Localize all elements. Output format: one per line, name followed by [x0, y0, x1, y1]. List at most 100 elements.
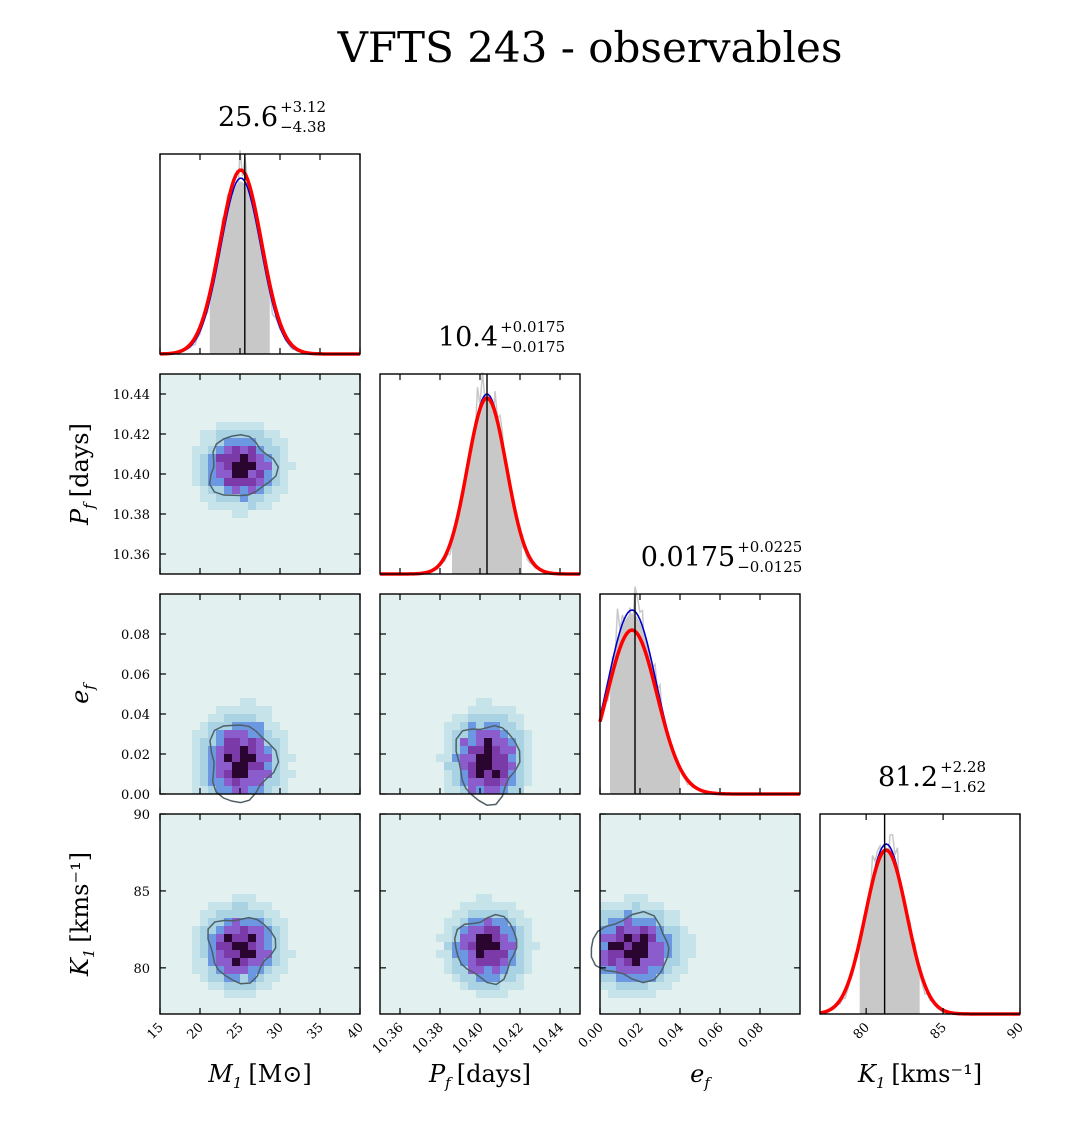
density-cell [524, 738, 532, 746]
density-cell [256, 934, 264, 942]
y-tick-label-K1-2: 90 [133, 808, 150, 823]
density-cell [608, 950, 616, 958]
density-cell [640, 958, 648, 966]
density-cell [216, 502, 224, 510]
density-cell [688, 950, 696, 958]
density-cell [240, 934, 248, 942]
density-cell [600, 934, 608, 942]
density-cell [452, 754, 460, 762]
density-cell [680, 926, 688, 934]
density-cell [656, 902, 664, 910]
density-cell [672, 950, 680, 958]
density-cell [216, 910, 224, 918]
density-cell [232, 486, 240, 494]
y-label-sub: 1 [80, 949, 98, 959]
x-tick-label-ef-0: 0.00 [576, 1020, 607, 1051]
density-cell [600, 950, 608, 958]
density-cell [224, 486, 232, 494]
y-tick-label-Pf-1: 10.38 [113, 508, 150, 523]
density-cell [264, 486, 272, 494]
density-cell [208, 722, 216, 730]
density-cell [500, 902, 508, 910]
density-cell [192, 754, 200, 762]
density-cell [468, 722, 476, 730]
density-cell [248, 786, 256, 794]
density-cell [264, 942, 272, 950]
density-cell [272, 770, 280, 778]
x-tick-label-Pf-4: 10.44 [530, 1020, 567, 1057]
density-cell [240, 778, 248, 786]
density-cell [664, 966, 672, 974]
density-cell [280, 486, 288, 494]
density-cell [476, 926, 484, 934]
diag-panel-K1: 81.2 +2.28 −1.62 [819, 758, 1021, 1016]
density-cell [288, 462, 296, 470]
density-cell [216, 918, 224, 926]
density-cell [508, 982, 516, 990]
density-cell [272, 730, 280, 738]
density-cell [476, 934, 484, 942]
diag-frame-M1 [159, 153, 361, 355]
density-cell [476, 770, 484, 778]
density-cell [224, 958, 232, 966]
density-cell [600, 974, 608, 982]
density-cell [624, 966, 632, 974]
density-cell [208, 926, 216, 934]
density-cell [492, 942, 500, 950]
contour-M1-Pf [208, 433, 280, 497]
density-cell [632, 982, 640, 990]
density-cell [648, 974, 656, 982]
density-cell [500, 982, 508, 990]
density-cell [200, 918, 208, 926]
density-cell [436, 754, 444, 762]
density-cell [192, 478, 200, 486]
density-cell [476, 706, 484, 714]
density-cell [216, 778, 224, 786]
stat-minus-Pf: −0.0175 [500, 338, 565, 356]
density-cell [508, 926, 516, 934]
density-cell [272, 486, 280, 494]
density-cell [500, 714, 508, 722]
density-cell [232, 950, 240, 958]
density-cell [476, 894, 484, 902]
density-cell [216, 902, 224, 910]
density-cell [264, 722, 272, 730]
density-cell [224, 754, 232, 762]
density-cell [656, 982, 664, 990]
density-cell [248, 478, 256, 486]
density-cell [240, 966, 248, 974]
density-cell [524, 966, 532, 974]
density-cell [280, 746, 288, 754]
density-cell [508, 730, 516, 738]
density-cell [232, 510, 240, 518]
density-cell [240, 454, 248, 462]
density-cell [492, 918, 500, 926]
density-cell [208, 982, 216, 990]
density-cell [508, 722, 516, 730]
density-cell [468, 934, 476, 942]
density-cell [224, 910, 232, 918]
density-cell [600, 918, 608, 926]
density-cell [648, 918, 656, 926]
density-cell [672, 966, 680, 974]
density-cell [240, 730, 248, 738]
x-label-main: e [690, 1060, 704, 1088]
density-cell [444, 738, 452, 746]
density-cell [240, 770, 248, 778]
density-cell [240, 430, 248, 438]
density-cell [192, 786, 200, 794]
density-cell [444, 966, 452, 974]
density-cell [664, 910, 672, 918]
density-cell [492, 950, 500, 958]
density-cell [452, 770, 460, 778]
density-cell [224, 454, 232, 462]
density-cell [460, 786, 468, 794]
contour-M1-K1 [207, 916, 277, 985]
density-cell [476, 714, 484, 722]
density-cell [200, 454, 208, 462]
density-cell [476, 730, 484, 738]
density-cell [200, 478, 208, 486]
density-cell [248, 494, 256, 502]
density-cell [616, 958, 624, 966]
density-cell [500, 730, 508, 738]
